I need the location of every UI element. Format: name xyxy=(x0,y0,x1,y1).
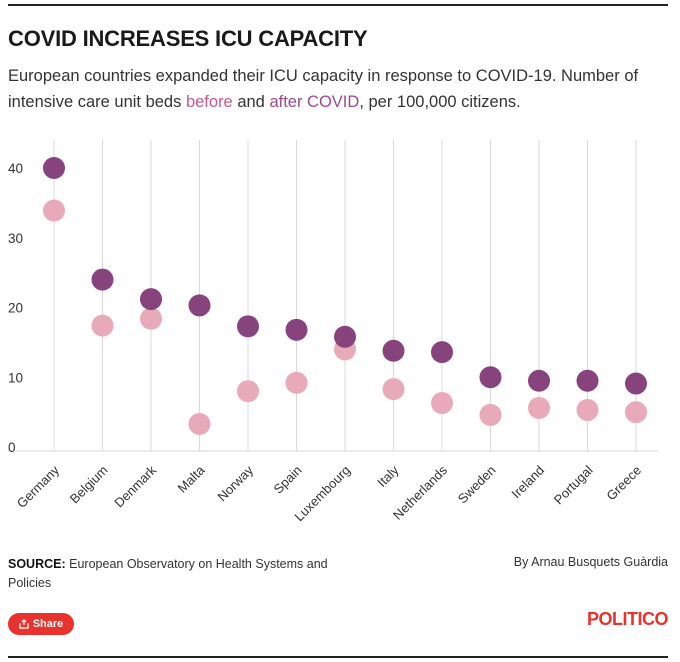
subtitle-text-2: , per 100,000 citizens. xyxy=(359,93,521,111)
legend-after: after COVID xyxy=(269,93,360,111)
dot-after-ireland xyxy=(528,369,550,392)
x-axis-labels: Germany Belgium Denmark Malta Norway SpainLux… xyxy=(14,462,644,524)
dot-after-belgium xyxy=(91,268,114,291)
x-tick-label: Portugal xyxy=(551,462,596,507)
y-tick-label: 30 xyxy=(8,231,23,246)
dot-after-greece xyxy=(625,372,647,395)
dot-before-portugal xyxy=(576,399,599,422)
chart-subtitle: European countries expanded their ICU ca… xyxy=(8,63,658,115)
dot-after-luxembourg xyxy=(334,325,356,348)
x-tick-label: Malta xyxy=(175,462,209,496)
dot-before-belgium xyxy=(91,314,114,337)
dot-after-spain xyxy=(285,318,308,341)
subtitle-text-and: and xyxy=(232,93,270,111)
y-tick-label: 20 xyxy=(8,301,23,316)
x-tick-label: Spain xyxy=(271,463,305,497)
dot-plot-chart: 0 10 20 30 40 Germany Belgium Denmark Malta Norw… xyxy=(8,140,658,524)
share-label: Share xyxy=(32,618,64,630)
dot-before-sweden xyxy=(479,403,502,426)
legend-before: before xyxy=(185,93,233,111)
x-tick-label: Denmark xyxy=(111,462,159,510)
x-tick-label: Ireland xyxy=(508,463,547,502)
dot-after-portugal xyxy=(576,369,599,392)
x-tick-label: Greece xyxy=(603,463,644,504)
dot-after-norway xyxy=(237,315,259,338)
chart-title: COVID INCREASES ICU CAPACITY xyxy=(8,26,368,51)
y-tick-label: 0 xyxy=(8,440,16,455)
dot-before-spain xyxy=(285,371,308,394)
dot-after-malta xyxy=(188,294,211,317)
x-tick-label: Germany xyxy=(14,462,63,511)
source-label: SOURCE: xyxy=(8,557,66,571)
dot-before-denmark xyxy=(140,307,162,330)
dot-before-netherlands xyxy=(431,392,453,415)
grid-lines xyxy=(8,140,658,452)
dot-after-sweden xyxy=(479,366,502,389)
bottom-rule xyxy=(8,656,668,658)
y-axis-ticks: 0 10 20 30 40 xyxy=(8,161,23,455)
source-text: European Observatory on Health Systems a… xyxy=(8,557,328,590)
dot-before-malta xyxy=(188,412,211,435)
dot-after-germany xyxy=(43,157,65,179)
subtitle-text-1: European countries expanded their ICU ca… xyxy=(8,67,639,111)
x-tick-label: Norway xyxy=(214,462,256,504)
source-note: SOURCE: European Observatory on Health S… xyxy=(8,555,348,593)
dot-after-netherlands xyxy=(431,341,453,364)
dot-before-greece xyxy=(625,401,647,424)
dot-after-denmark xyxy=(140,288,162,311)
dot-before-germany xyxy=(43,199,65,222)
x-tick-label: Italy xyxy=(374,462,402,490)
x-tick-label: Sweden xyxy=(455,463,499,507)
dot-after-italy xyxy=(382,339,405,362)
politico-logo[interactable]: POLITICO xyxy=(587,609,669,629)
share-icon xyxy=(19,619,29,629)
byline: By Arnau Busquets Guàrdia xyxy=(513,555,668,569)
dot-before-italy xyxy=(382,378,405,401)
dot-before-ireland xyxy=(528,396,550,419)
y-tick-label: 40 xyxy=(8,161,23,176)
y-tick-label: 10 xyxy=(8,370,23,385)
top-rule xyxy=(8,4,668,6)
data-points xyxy=(43,157,647,435)
dot-before-norway xyxy=(237,380,259,403)
share-button[interactable]: Share xyxy=(8,613,74,635)
x-tick-label: Belgium xyxy=(67,463,111,507)
